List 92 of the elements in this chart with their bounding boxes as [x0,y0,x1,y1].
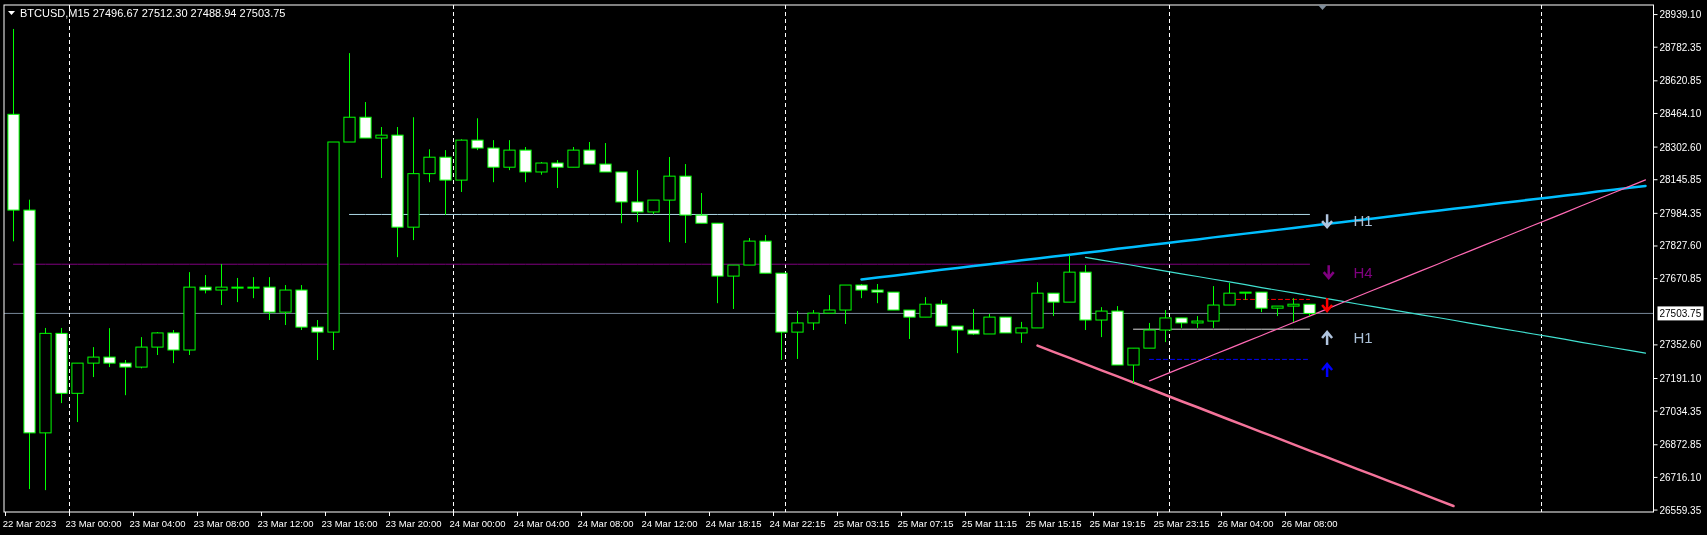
candlestick [823,294,836,314]
candlestick [215,263,228,306]
x-tick-label: 24 Mar 04:00 [513,518,570,529]
candlestick [599,142,612,173]
candlestick [551,159,564,189]
candlestick [503,139,516,171]
y-tick-label: 27191.10 [1659,373,1702,385]
candlestick [919,296,932,318]
y-tick-label: 27670.85 [1659,273,1702,285]
candlestick [743,237,756,266]
chart-title: BTCUSD,M15 27496.67 27512.30 27488.94 27503.75 [20,7,286,19]
candlestick [1255,291,1268,313]
line-series [1036,344,1455,508]
candlestick [199,274,212,294]
x-tick-label: 23 Mar 20:00 [385,518,442,529]
x-tick-label: 26 Mar 08:00 [1281,518,1338,529]
candlestick [983,313,996,335]
y-tick-label: 28620.85 [1659,75,1702,87]
x-tick-label: 23 Mar 04:00 [129,518,186,529]
candlestick [375,126,388,179]
candlestick [151,331,164,356]
x-tick-label: 24 Mar 08:00 [577,518,634,529]
candlestick [695,192,708,224]
x-tick-label: 22 Mar 2023 [2,518,57,529]
line-series [1148,179,1647,382]
candlestick [119,359,132,396]
candlestick [1095,306,1108,338]
candlestick [1143,322,1156,349]
x-tick-label: 23 Mar 12:00 [257,518,314,529]
x-tick-label: 24 Mar 18:15 [705,518,762,529]
y-tick-label: 27034.35 [1659,405,1702,417]
candlestick [359,101,372,139]
x-tick-label: 25 Mar 03:15 [833,518,890,529]
y-tick-label: 27352.60 [1659,339,1702,351]
x-tick-label: 24 Mar 12:00 [641,518,698,529]
candlestick [583,141,596,165]
candlestick [935,299,948,327]
x-tick-label: 24 Mar 22:15 [769,518,826,529]
x-tick-label: 23 Mar 08:00 [193,518,250,529]
y-tick-label: 28939.10 [1659,9,1702,21]
ref-line-label: 27503.75 [1659,307,1702,319]
candlestick [1015,321,1028,344]
candlestick [1159,309,1172,343]
candlestick [487,139,500,183]
y-tick-label: 28782.35 [1659,41,1702,53]
y-tick-label: 26872.85 [1659,439,1702,451]
candlestick [903,309,916,340]
candlestick [727,264,740,310]
candlestick [791,310,804,360]
x-tick-label: 23 Mar 00:00 [65,518,122,529]
x-tick-label: 25 Mar 15:15 [1025,518,1082,529]
candlestick [167,329,180,364]
candlestick [1207,285,1220,329]
y-tick-label: 26716.10 [1659,471,1702,483]
candlestick [135,336,148,369]
x-tick-label: 25 Mar 07:15 [897,518,954,529]
annotation: H4 [1353,264,1373,282]
candlestick [103,327,116,368]
line-series [860,184,1647,281]
candlestick [1287,297,1300,323]
candlestick [231,277,244,303]
candlestick [87,346,100,378]
candlestick [1127,347,1140,384]
candlestick [423,148,436,183]
candlestick [279,284,292,326]
y-tick-label: 27827.60 [1659,240,1702,252]
candlestick [1223,282,1236,306]
candlestick [951,325,964,354]
y-tick-label: 26559.35 [1659,504,1702,516]
x-tick-label: 25 Mar 11:15 [961,518,1018,529]
candlestick [1047,292,1060,317]
x-tick-label: 26 Mar 04:00 [1217,518,1274,529]
x-tick-label: 24 Mar 00:00 [449,518,506,529]
line-series [1084,256,1647,354]
candlestick [631,169,644,223]
candlestick [663,156,676,243]
y-tick-label: 28145.85 [1659,174,1702,186]
y-tick-label: 28464.10 [1659,107,1702,119]
candlestick [871,283,884,304]
y-tick-label: 28302.60 [1659,141,1702,153]
x-tick-label: 23 Mar 16:00 [321,518,378,529]
x-tick-label: 25 Mar 23:15 [1153,518,1210,529]
candlestick [567,146,580,168]
candlestick [519,146,532,183]
candlestick [807,309,820,331]
x-tick-label: 25 Mar 19:15 [1089,518,1146,529]
candlestick [247,276,260,299]
candlestick [311,319,324,361]
y-tick-label: 27984.35 [1659,207,1702,219]
candlestick [471,117,484,151]
candlestick [967,308,980,336]
annotation: H1 [1353,329,1373,347]
